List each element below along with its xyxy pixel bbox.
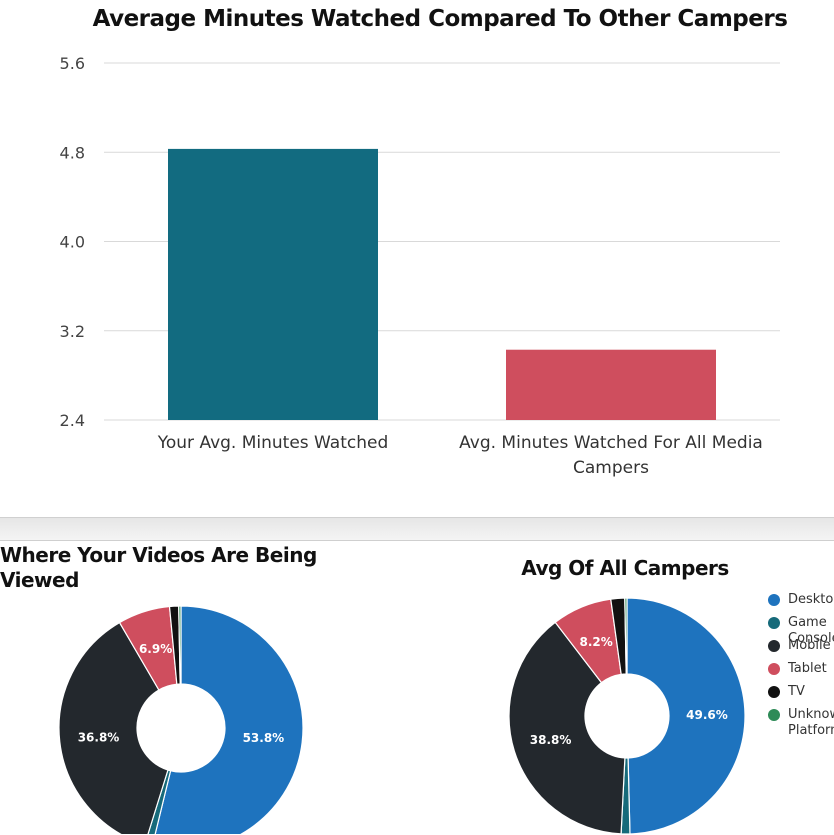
legend-label: Desktop (788, 592, 834, 607)
y-tick-label: 3.2 (60, 322, 85, 341)
pie-slice-label: 49.6% (686, 708, 728, 722)
y-tick-label: 2.4 (60, 411, 85, 430)
pie-slice-desktop (626, 597, 746, 834)
pie-slice-desktop (154, 605, 304, 834)
bar-chart: 5.6 4.8 4.0 3.2 2.4 Your Avg. Minutes Watched… (60, 54, 780, 478)
pie-slice-label: 8.2% (580, 635, 613, 649)
pie-slice-mobile (58, 621, 169, 834)
legend-label: Unknown Platform (788, 707, 834, 738)
pie-slice-mobile (508, 621, 626, 834)
x-category-label: Avg. Minutes Watched For All Media Camper… (459, 433, 763, 478)
bar-chart-panel (0, 517, 834, 518)
panel-divider (0, 518, 834, 540)
y-tick-label: 4.8 (60, 143, 85, 162)
pie-slice-label: 53.8% (243, 731, 285, 745)
bar-chart-title: Average Minutes Watched Compared To Othe… (92, 6, 788, 32)
legend-item-desktop[interactable]: Desktop (768, 592, 834, 615)
pie2-chart: 49.6% 38.8% 8.2% (508, 597, 746, 834)
legend-label: TV (788, 684, 805, 699)
legend-swatch-tv (768, 686, 780, 698)
pie-slice-label: 36.8% (78, 730, 120, 744)
legend-item-tv[interactable]: TV (768, 684, 834, 707)
pie-slice-label: 6.9% (139, 642, 172, 656)
legend-label: Mobile (788, 638, 831, 653)
legend-swatch-mobile (768, 640, 780, 652)
bar (168, 148, 378, 420)
legend-item-unknown-platform[interactable]: Unknown Platform (768, 707, 834, 747)
y-tick-label: 5.6 (60, 54, 85, 73)
pie-slice-label: 38.8% (530, 733, 572, 747)
x-category-label: Your Avg. Minutes Watched (157, 433, 389, 453)
legend-item-mobile[interactable]: Mobile (768, 638, 834, 661)
legend-item-tablet[interactable]: Tablet (768, 661, 834, 684)
pie1-chart-title: Where Your Videos Are Being Viewed (0, 543, 317, 592)
legend-swatch-tablet (768, 663, 780, 675)
legend-swatch-game-console (768, 617, 780, 629)
y-tick-label: 4.0 (60, 233, 85, 252)
pie-legend: Desktop Game Console Mobile Tablet TV Un… (768, 592, 834, 747)
legend-label: Game Console (788, 615, 834, 646)
legend-swatch-desktop (768, 594, 780, 606)
pie-slice-unknown-platform (178, 605, 182, 685)
legend-label: Tablet (788, 661, 827, 676)
pie1-chart: 53.8% 36.8% 6.9% (58, 605, 304, 834)
legend-swatch-unknown-platform (768, 709, 780, 721)
pie-slice-unknown-platform (624, 597, 628, 675)
legend-item-game-console[interactable]: Game Console (768, 615, 834, 646)
pie2-chart-title: Avg Of All Campers (521, 556, 729, 580)
bar (506, 349, 716, 420)
